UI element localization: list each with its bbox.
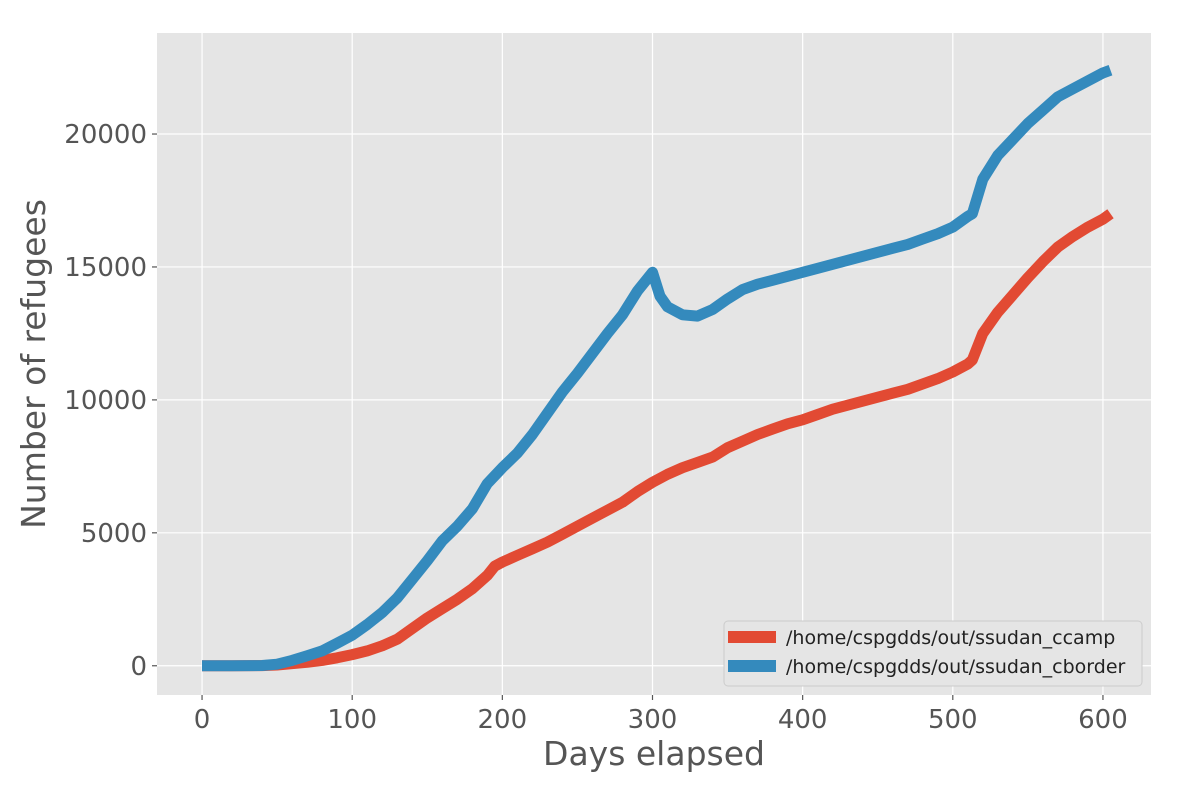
series-line-0 — [202, 209, 1114, 672]
x-tick-label: 500 — [928, 705, 978, 735]
legend-label-ccamp: /home/cspgdds/out/ssudan_ccamp — [786, 627, 1115, 649]
x-tick-label: 400 — [778, 705, 828, 735]
grid-lines — [157, 33, 1151, 695]
y-axis-ticks: 0 5000 10000 15000 20000 — [64, 120, 157, 682]
y-tick-label: 20000 — [64, 120, 147, 150]
y-axis-label: Number of refugees — [14, 199, 53, 529]
y-tick-label: 0 — [130, 652, 147, 682]
x-axis-ticks: 0 100 200 300 400 500 600 — [194, 695, 1128, 735]
x-tick-label: 300 — [628, 705, 678, 735]
series-line-1 — [202, 65, 1113, 672]
legend-box — [723, 620, 1143, 687]
x-axis-label: Days elapsed — [543, 734, 765, 773]
x-tick-label: 600 — [1078, 705, 1128, 735]
plot-background — [157, 33, 1151, 695]
x-tick-label: 0 — [194, 705, 211, 735]
series-lines — [202, 65, 1114, 672]
x-tick-label: 200 — [478, 705, 528, 735]
x-tick-label: 100 — [327, 705, 377, 735]
y-tick-label: 10000 — [64, 386, 147, 416]
y-tick-label: 5000 — [81, 519, 147, 549]
y-tick-label: 15000 — [64, 253, 147, 283]
legend: /home/cspgdds/out/ssudan_ccamp /home/csp… — [723, 620, 1143, 687]
legend-label-cborder: /home/cspgdds/out/ssudan_cborder — [786, 656, 1126, 678]
